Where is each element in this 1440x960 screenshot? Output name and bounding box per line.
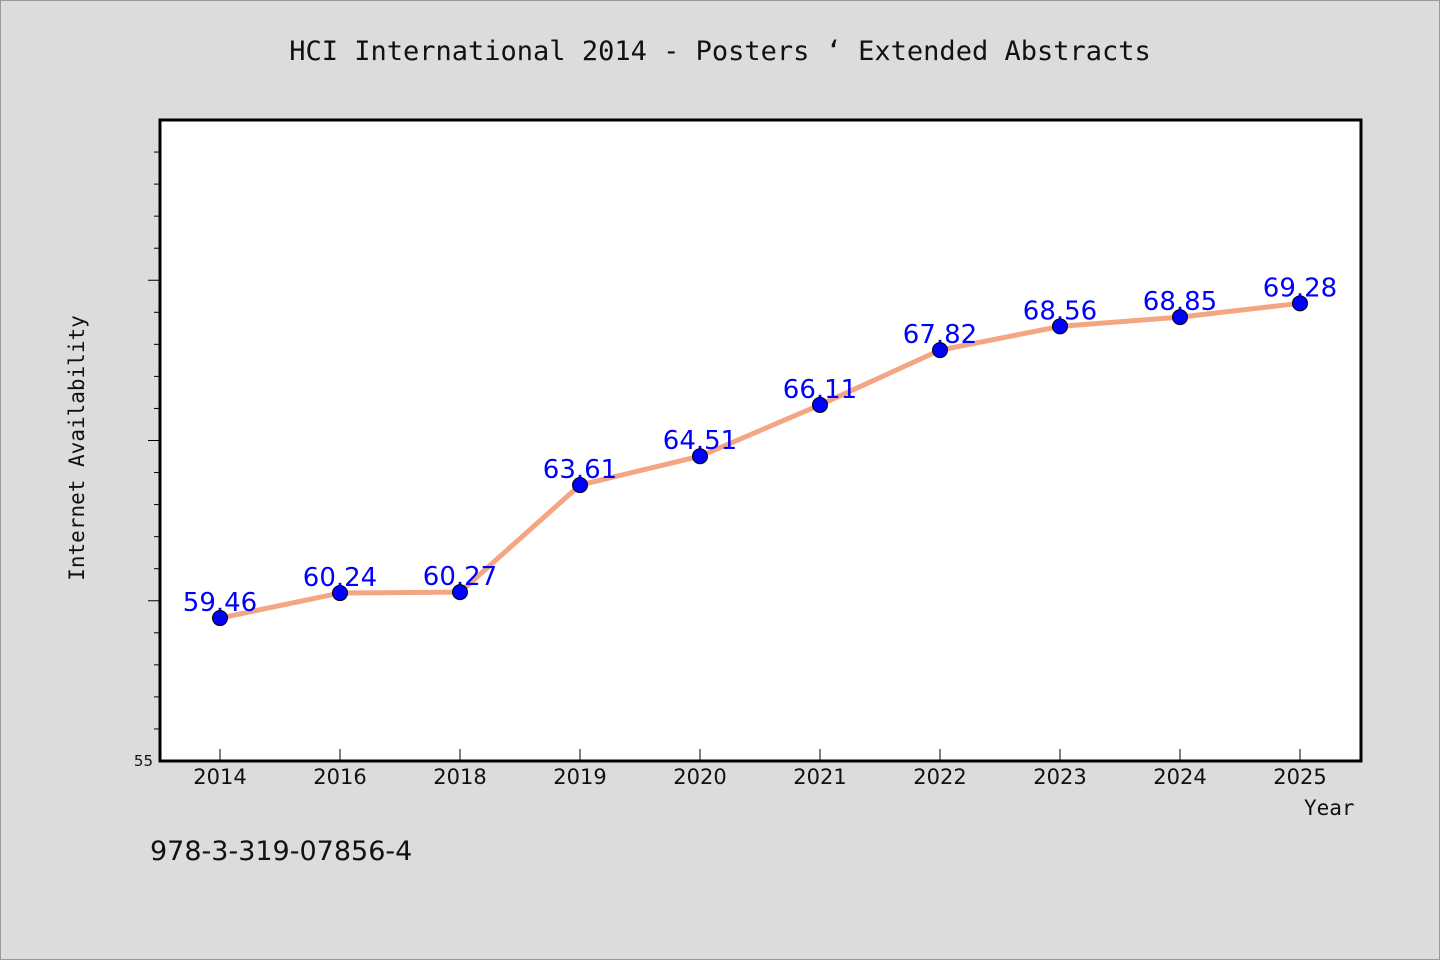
x-tick-label: 2021	[793, 765, 846, 789]
x-tick-label: 2025	[1273, 765, 1326, 789]
x-tick-label: 2022	[913, 765, 966, 789]
series-line	[217, 300, 1303, 621]
data-point	[812, 396, 828, 413]
data-point	[452, 584, 468, 601]
data-point	[212, 610, 228, 627]
chart-title: HCI International 2014 - Posters ‘ Exten…	[289, 36, 1151, 67]
y-tick-label: 55	[134, 752, 153, 770]
x-tick-label: 2018	[433, 765, 486, 789]
x-tick-label: 2019	[553, 765, 606, 789]
data-point	[1052, 318, 1068, 335]
data-point	[332, 585, 348, 602]
x-axis-label: Year	[1304, 796, 1355, 820]
data-point	[1292, 295, 1308, 312]
isbn-text: 978-3-319-07856-4	[150, 836, 413, 867]
data-point	[572, 477, 588, 494]
x-tick-label: 2016	[313, 765, 366, 789]
data-point	[692, 448, 708, 465]
plot-area	[158, 118, 1363, 763]
x-tick-label: 2024	[1153, 765, 1206, 789]
x-tick-label: 2014	[193, 765, 246, 789]
x-tick-label: 2023	[1033, 765, 1086, 789]
data-point	[932, 342, 948, 359]
data-point	[1172, 309, 1188, 326]
x-tick-label: 2020	[673, 765, 726, 789]
